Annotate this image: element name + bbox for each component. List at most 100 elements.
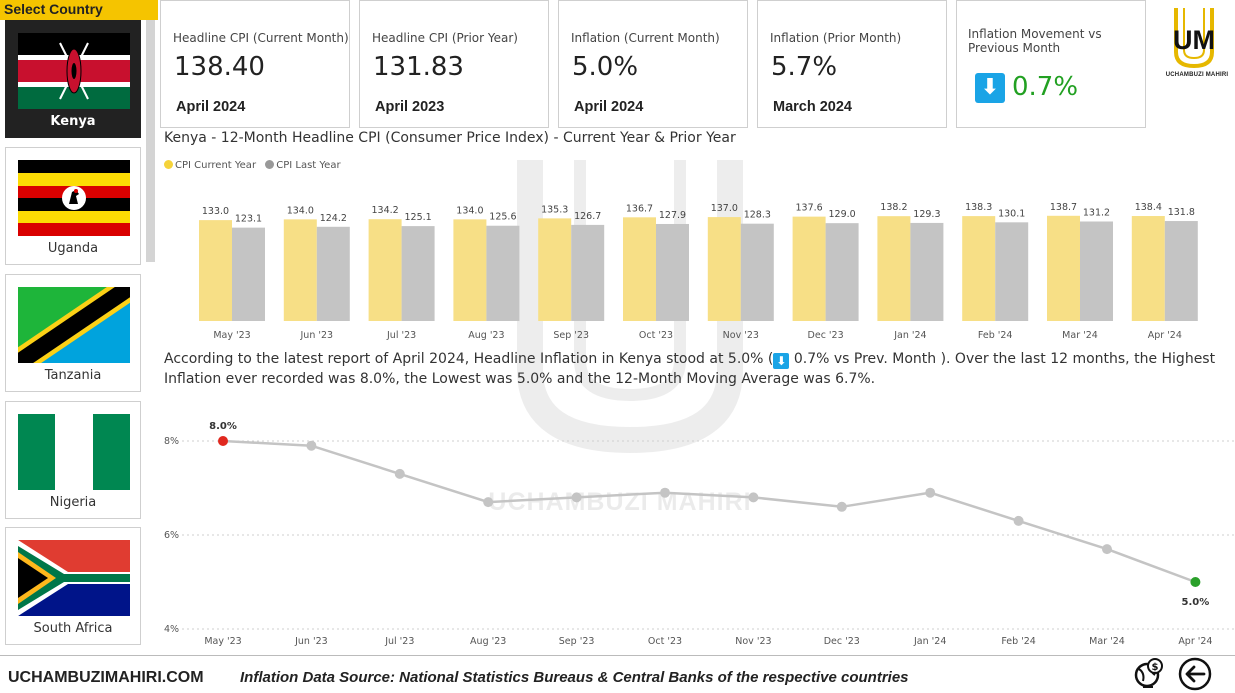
data-point <box>748 492 759 503</box>
x-axis-tick-label: May '23 <box>204 636 241 647</box>
kpi-inflation-movement: Inflation Movement vs Previous Month ⬇ 0… <box>956 0 1146 128</box>
bar-current-year <box>623 217 656 321</box>
bar-value-label: 134.2 <box>371 205 398 216</box>
data-point <box>218 436 228 446</box>
bar-last-year <box>571 224 605 321</box>
back-arrow-icon[interactable] <box>1178 657 1212 691</box>
country-selector-header: Select Country <box>0 0 158 20</box>
kpi-inflation-prior: Inflation (Prior Month) 5.7% March 2024 <box>757 0 947 128</box>
brand-logo: UM <box>1173 8 1215 69</box>
country-selector: Select Country Kenya Ugand <box>0 0 158 648</box>
y-axis-tick-label: 6% <box>164 530 179 541</box>
uganda-flag-icon <box>18 160 130 236</box>
down-arrow-icon: ⬇ <box>975 73 1005 103</box>
inflation-summary: According to the latest report of April … <box>164 349 1224 389</box>
country-name: Kenya <box>50 114 96 129</box>
bar-current-year <box>962 216 996 321</box>
x-axis-tick-label: Sep '23 <box>559 636 595 647</box>
kpi-value: 0.7% <box>1012 72 1079 102</box>
bar-value-label: 126.7 <box>574 211 601 222</box>
data-point <box>1013 515 1024 526</box>
country-card-south-africa[interactable]: South Africa <box>5 527 141 645</box>
data-source-note: Inflation Data Source: National Statisti… <box>240 669 909 686</box>
bar-value-label: 129.0 <box>828 209 855 220</box>
x-axis-tick-label: Aug '23 <box>468 330 504 341</box>
globe-currency-icon[interactable]: $ <box>1133 657 1165 689</box>
bar-value-label: 138.2 <box>880 202 907 213</box>
data-point <box>394 468 405 479</box>
bar-current-year <box>1047 215 1080 321</box>
legend-swatch <box>164 160 173 169</box>
x-axis-tick-label: Feb '24 <box>978 330 1013 341</box>
data-label: 8.0% <box>209 421 237 432</box>
bar-value-label: 135.3 <box>541 204 568 215</box>
bar-value-label: 125.6 <box>489 212 516 223</box>
south-africa-flag-icon <box>18 540 130 616</box>
inflation-line-chart: 4% 6% 8% 8.0% 5.0% May '23 Jun '23 Jul '23 Aug '… <box>164 421 1235 647</box>
down-arrow-icon: ⬇ <box>773 353 790 369</box>
data-point <box>1102 544 1112 555</box>
bar-value-label: 138.7 <box>1050 202 1077 213</box>
country-card-kenya[interactable]: Kenya <box>5 20 141 138</box>
data-label: 5.0% <box>1182 597 1210 608</box>
x-axis-tick-label: Feb '24 <box>1001 636 1036 647</box>
bar-value-label: 131.8 <box>1168 207 1195 218</box>
bar-value-label: 137.6 <box>795 203 822 214</box>
bar-value-label: 129.3 <box>913 209 940 220</box>
bar-last-year <box>1164 221 1198 321</box>
kpi-inflation-current: Inflation (Current Month) 5.0% April 202… <box>558 0 748 128</box>
bar-current-year <box>453 219 487 321</box>
bar-current-year <box>1131 216 1165 321</box>
bar-current-year <box>877 216 911 321</box>
data-point <box>306 440 317 451</box>
bar-last-year <box>232 227 265 321</box>
bar-value-label: 125.1 <box>404 212 431 223</box>
data-point <box>925 487 936 498</box>
country-card-tanzania[interactable]: Tanzania <box>5 274 141 392</box>
legend-item-last-year: CPI Last Year <box>265 160 341 171</box>
kpi-value: 5.0% <box>572 52 639 82</box>
x-axis-tick-label: Apr '24 <box>1148 330 1182 341</box>
country-name: Uganda <box>47 241 99 256</box>
kpi-label: Inflation Movement vs Previous Month <box>968 27 1102 55</box>
bar-value-label: 123.1 <box>235 214 262 225</box>
inflation-series-line <box>222 439 1196 584</box>
data-point <box>836 501 847 512</box>
kpi-headline-cpi-prior-year: Headline CPI (Prior Year) 131.83 April 2… <box>359 0 549 128</box>
svg-text:$: $ <box>1152 662 1159 673</box>
x-axis-tick-label: Apr '24 <box>1178 636 1212 647</box>
bar-current-year <box>283 219 317 321</box>
bar-last-year <box>740 223 774 321</box>
bar-current-year <box>199 220 232 321</box>
data-point <box>660 487 670 498</box>
bar-current-year <box>792 216 826 321</box>
x-axis-tick-label: Jan '24 <box>913 636 946 647</box>
x-axis-tick-label: Mar '24 <box>1062 330 1098 341</box>
bar-current-year <box>538 218 572 321</box>
nigeria-flag-icon <box>18 414 130 490</box>
x-axis-tick-label: Jun '23 <box>294 636 328 647</box>
bar-last-year <box>316 226 350 321</box>
bar-value-label: 138.4 <box>1135 202 1162 213</box>
tanzania-flag-icon <box>18 287 130 363</box>
country-card-nigeria[interactable]: Nigeria <box>5 401 141 519</box>
sidebar-scrollbar[interactable] <box>146 20 155 262</box>
x-axis-tick-label: Oct '23 <box>639 330 673 341</box>
bar-last-year <box>401 226 435 321</box>
country-card-uganda[interactable]: Uganda <box>5 147 141 265</box>
kpi-period: April 2023 <box>375 99 445 115</box>
x-axis-tick-label: Mar '24 <box>1089 636 1125 647</box>
x-axis-tick-label: Nov '23 <box>723 330 759 341</box>
site-name: UCHAMBUZIMAHIRI.COM <box>8 669 204 686</box>
kpi-value: 138.40 <box>174 52 265 82</box>
kpi-label: Headline CPI (Prior Year) <box>372 31 518 45</box>
bar-last-year <box>486 225 520 321</box>
kpi-period: April 2024 <box>574 99 644 115</box>
data-point <box>483 497 494 508</box>
bar-value-label: 131.2 <box>1083 207 1110 218</box>
kpi-value: 131.83 <box>373 52 464 82</box>
bar-chart-title: Kenya - 12-Month Headline CPI (Consumer … <box>164 130 736 146</box>
bar-last-year <box>656 223 689 321</box>
bar-value-label: 127.9 <box>659 210 686 221</box>
country-name: Nigeria <box>49 495 97 510</box>
